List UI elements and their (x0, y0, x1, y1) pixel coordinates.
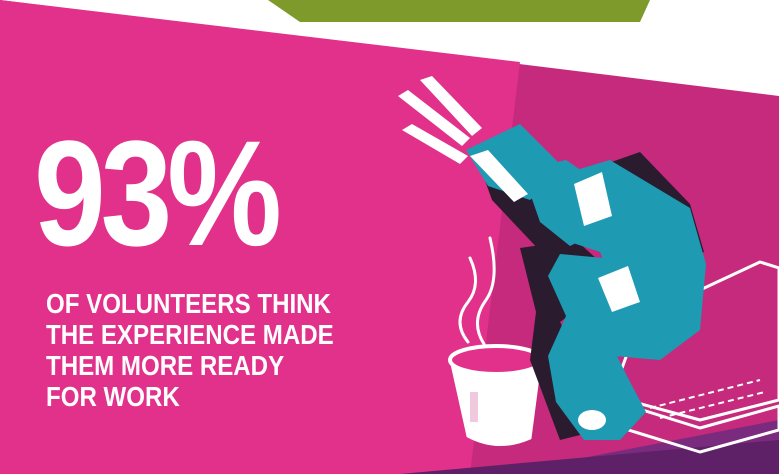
steam-icon (458, 236, 496, 346)
coffee-cup-icon (448, 344, 544, 447)
drill-icon (398, 76, 706, 440)
green-banner-shape (268, 0, 650, 22)
stat-caption: OF VOLUNTEERS THINK THE EXPERIENCE MADE … (46, 288, 334, 412)
caption-line-4: FOR WORK (46, 381, 180, 412)
caption-line-1: OF VOLUNTEERS THINK (46, 288, 331, 319)
caption-line-3: THEM MORE READY (46, 350, 285, 381)
stat-value: 93% (34, 109, 282, 277)
pink-band-left (0, 0, 520, 474)
caption-line-2: THE EXPERIENCE MADE (46, 319, 334, 350)
